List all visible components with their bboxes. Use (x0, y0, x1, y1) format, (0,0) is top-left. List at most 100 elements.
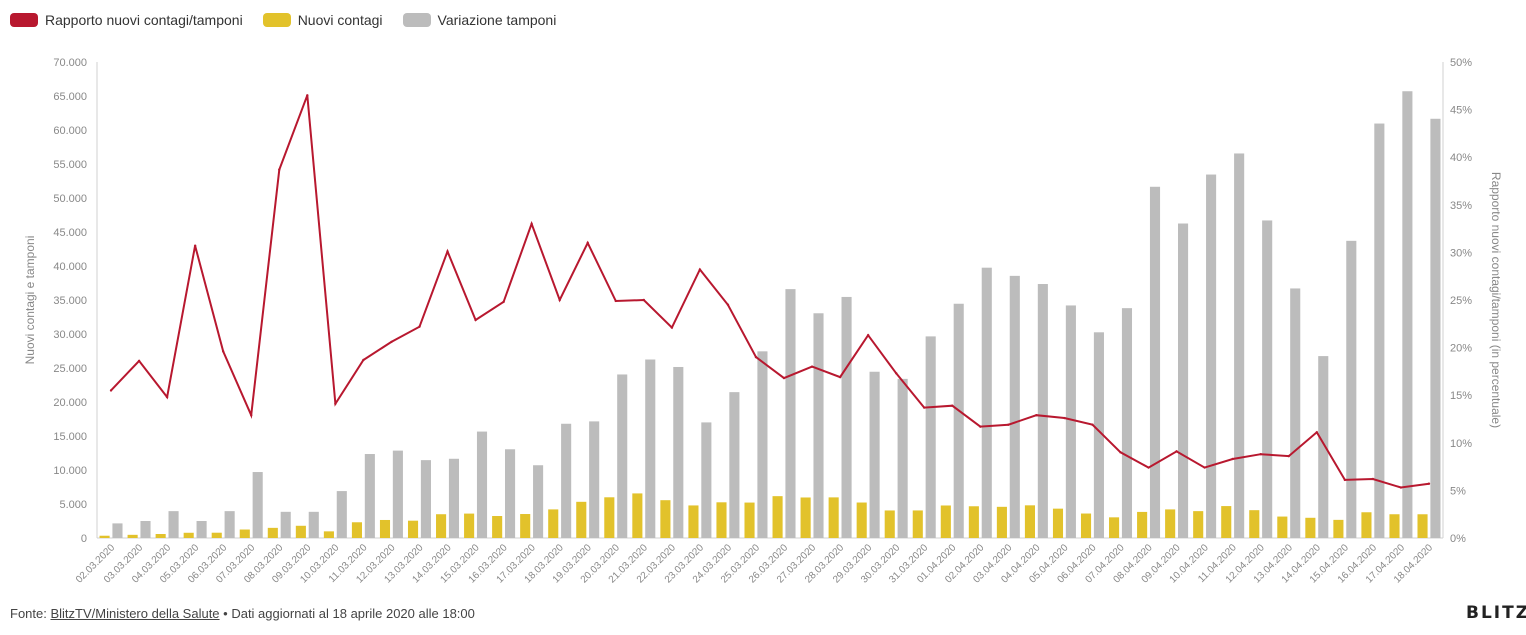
bar-tests (589, 421, 600, 538)
y-left-tick-label: 0 (81, 533, 87, 545)
y-left-tick-label: 50.000 (53, 193, 87, 205)
ratio-point (782, 376, 786, 380)
bar-new-cases (351, 522, 362, 538)
y-right-axis-title: Rapporto nuovi contagi/tamponi (in perce… (1489, 172, 1503, 428)
bar-tests (617, 374, 628, 538)
legend-swatch-tests (402, 13, 431, 27)
ratio-point (1091, 423, 1094, 426)
y-right-tick-label: 30% (1450, 247, 1472, 259)
chart-legend: Rapporto nuovi contagi/tamponi Nuovi con… (10, 12, 576, 28)
ratio-point (894, 372, 898, 375)
y-left-axis-title: Nuovi contagi e tamponi (23, 236, 37, 365)
ratio-point (951, 404, 954, 407)
y-right-tick-label: 50% (1450, 57, 1472, 69)
bar-new-cases (548, 509, 559, 538)
combo-chart: 0 5.000 10.000 15.000 20.000 25.000 30.000 35.0… (23, 57, 1503, 586)
ratio-point (923, 406, 926, 409)
ratio-point (530, 222, 533, 226)
bar-tests (140, 521, 151, 538)
y-left-tick-label: 55.000 (53, 159, 87, 171)
y-left-tick-label: 60.000 (53, 125, 87, 137)
ratio-point (866, 334, 870, 337)
bar-new-cases (716, 502, 727, 538)
bar-new-cases (1165, 509, 1176, 538)
bar-new-cases (520, 514, 531, 538)
y-right-tick-label: 15% (1450, 390, 1472, 402)
bar-tests (196, 521, 207, 538)
bar-tests (392, 450, 403, 538)
y-right-tick-label: 35% (1450, 200, 1472, 212)
bar-tests (1149, 186, 1161, 538)
bar-new-cases (267, 527, 278, 538)
ratio-point (1203, 466, 1206, 469)
ratio-point (221, 350, 225, 353)
bar-new-cases (800, 497, 811, 538)
bar-new-cases (1333, 519, 1344, 538)
bar-new-cases (155, 534, 166, 538)
bar-new-cases (492, 516, 503, 538)
ratio-point (726, 303, 730, 306)
y-left-tick-label: 65.000 (53, 91, 87, 103)
bar-tests (841, 296, 852, 538)
bar-new-cases (99, 535, 110, 538)
ratio-point (446, 250, 449, 253)
ratio-point (810, 365, 814, 368)
bar-new-cases (828, 497, 839, 538)
ratio-point (278, 168, 281, 171)
bar-tests (1206, 174, 1217, 539)
bar-tests (981, 267, 992, 538)
bar-new-cases (211, 532, 222, 538)
ratio-point (1343, 478, 1347, 482)
y-left-tick-label: 45.000 (53, 227, 87, 239)
ratio-point (1231, 457, 1234, 461)
legend-item-new-cases[interactable]: Nuovi contagi (262, 12, 383, 28)
footer-prefix: Fonte: (10, 606, 51, 621)
bar-tests (1093, 332, 1104, 538)
ratio-point (502, 300, 505, 304)
bar-new-cases (1417, 514, 1428, 538)
y-left-tick-label: 15.000 (53, 431, 87, 443)
bar-tests (364, 454, 375, 538)
ratio-point (1287, 454, 1290, 458)
bar-tests (252, 472, 263, 538)
bar-new-cases (379, 519, 391, 538)
bar-tests (1037, 284, 1048, 538)
y-right-tick-label: 40% (1450, 152, 1472, 164)
legend-label-new-cases: Nuovi contagi (297, 12, 383, 28)
bar-new-cases (632, 493, 643, 538)
bar-new-cases (772, 496, 783, 538)
bar-new-cases (1080, 513, 1092, 538)
bar-new-cases (912, 510, 923, 538)
bar-tests (869, 371, 880, 538)
y-left-tick-label: 70.000 (53, 57, 87, 69)
bar-new-cases (576, 501, 587, 538)
footer-note: • Dati aggiornati al 18 aprile 2020 alle… (219, 606, 475, 621)
bar-tests (224, 511, 235, 538)
ratio-point (642, 298, 646, 302)
legend-item-tests[interactable]: Variazione tamponi (402, 12, 557, 28)
bar-new-cases (407, 520, 419, 538)
bar-new-cases (1305, 517, 1316, 538)
ratio-point (390, 340, 393, 344)
legend-label-tests: Variazione tamponi (437, 12, 557, 28)
bar-new-cases (1249, 510, 1260, 538)
legend-swatch-new-cases (262, 13, 291, 27)
bar-new-cases (1277, 516, 1288, 538)
footer-source-link[interactable]: BlitzTV/Ministero della Salute (50, 606, 220, 621)
bar-tests (420, 460, 431, 538)
ratio-point (250, 413, 253, 417)
bar-new-cases (660, 500, 671, 538)
ratio-point (698, 268, 702, 271)
bar-tests (897, 378, 908, 538)
bar-tests (476, 431, 488, 538)
y-right-tick-label: 0% (1450, 533, 1466, 545)
y-right-tick-label: 25% (1450, 295, 1472, 307)
bar-new-cases (856, 502, 867, 538)
bar-tests (505, 449, 516, 538)
bar-new-cases (1361, 512, 1372, 538)
bar-new-cases (1221, 506, 1232, 538)
bar-new-cases (1024, 505, 1035, 538)
bar-new-cases (688, 505, 699, 538)
legend-item-ratio[interactable]: Rapporto nuovi contagi/tamponi (10, 12, 243, 28)
bar-tests (1178, 223, 1189, 538)
